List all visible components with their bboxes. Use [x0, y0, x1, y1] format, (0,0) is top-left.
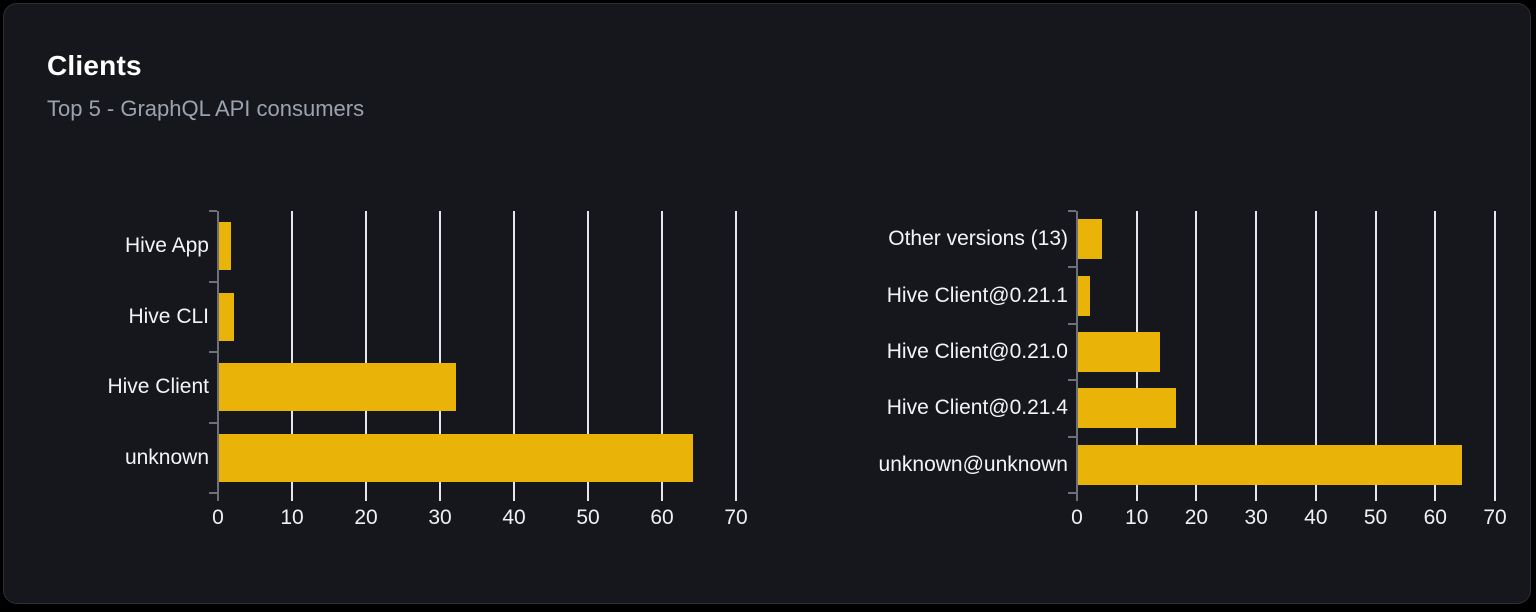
category-label: Hive CLI — [128, 304, 209, 328]
grid-line — [1195, 211, 1198, 493]
x-axis-tick — [1314, 493, 1317, 501]
x-axis-tick — [661, 493, 663, 501]
y-axis-line — [1076, 211, 1078, 501]
y-axis-tick — [1068, 266, 1076, 269]
grid-line — [1314, 211, 1317, 493]
category-label: Hive Client@0.21.0 — [886, 340, 1068, 363]
category-label: unknown — [124, 445, 209, 469]
bar[interactable] — [1078, 444, 1462, 485]
x-axis-tick — [439, 493, 441, 501]
plot-area — [218, 211, 737, 493]
x-axis-tick — [587, 493, 589, 501]
x-tick-label: 20 — [1184, 506, 1209, 529]
bar[interactable] — [219, 292, 234, 341]
x-axis-tick — [735, 493, 737, 501]
x-axis-tick — [1494, 493, 1496, 501]
x-axis-tick — [1195, 493, 1198, 501]
x-axis-tick — [1255, 493, 1258, 501]
y-axis-tick — [1068, 322, 1076, 325]
x-tick-label: 10 — [1125, 506, 1149, 529]
x-tick-label: 40 — [1304, 506, 1328, 529]
x-tick-label: 50 — [576, 506, 600, 529]
y-axis-tick — [1068, 492, 1076, 494]
x-tick-label: 40 — [502, 506, 526, 529]
bar[interactable] — [219, 363, 456, 412]
category-label: Hive Client@0.21.4 — [886, 396, 1068, 420]
x-axis-tick — [291, 493, 293, 501]
x-axis-tick — [1135, 493, 1138, 501]
y-axis-tick — [1068, 435, 1076, 438]
clients-panel: Clients Top 5 - GraphQL API consumers 0 1… — [3, 3, 1531, 604]
category-label: unknown@unknown — [878, 452, 1068, 476]
category-label: Hive Client — [107, 375, 209, 399]
grid-line — [513, 211, 515, 493]
grid-line — [661, 211, 663, 493]
grid-line — [1434, 211, 1437, 493]
x-tick-label: 60 — [650, 506, 674, 529]
y-axis-tick — [1068, 379, 1076, 382]
bar[interactable] — [1078, 219, 1102, 260]
category-label: Other versions (13) — [888, 227, 1068, 251]
top-clients-chart: 0 10 20 30 40 50 60 70 Hive App Hive CLI Hive Clie… — [4, 4, 1530, 603]
x-tick-label: 60 — [1423, 506, 1447, 529]
bar[interactable] — [1078, 332, 1161, 372]
grid-line — [1374, 211, 1377, 493]
bar[interactable] — [219, 222, 231, 271]
x-tick-label: 0 — [212, 506, 224, 529]
panel-title: Clients — [47, 50, 142, 81]
grid-line — [1494, 211, 1496, 493]
x-tick-label: 0 — [1071, 506, 1083, 529]
y-axis-tick — [209, 210, 217, 212]
x-axis-tick — [513, 493, 515, 501]
bar[interactable] — [219, 433, 693, 482]
x-axis-tick — [365, 493, 367, 501]
grid-line — [365, 211, 367, 493]
bar[interactable] — [1078, 275, 1090, 316]
y-axis-tick — [209, 421, 217, 424]
category-label: Hive Client@0.21.1 — [886, 283, 1068, 307]
y-axis-tick — [209, 492, 217, 494]
y-axis-line — [217, 211, 219, 501]
panel-subtitle: Top 5 - GraphQL API consumers — [47, 96, 365, 121]
x-axis-tick — [1374, 493, 1377, 501]
x-tick-label: 10 — [280, 506, 304, 529]
y-axis-tick — [209, 351, 217, 353]
grid-line — [1255, 211, 1258, 493]
grid-line — [735, 211, 737, 493]
bar[interactable] — [1078, 388, 1176, 429]
x-axis-tick — [1434, 493, 1437, 501]
x-tick-label: 30 — [1244, 506, 1268, 529]
grid-line — [291, 211, 293, 493]
y-axis-tick — [1068, 210, 1076, 212]
x-tick-label: 20 — [354, 506, 378, 529]
x-tick-label: 70 — [1483, 506, 1507, 529]
x-tick-label: 50 — [1363, 506, 1388, 529]
x-tick-label: 30 — [428, 506, 452, 529]
category-label: Hive App — [124, 234, 209, 258]
x-tick-label: 70 — [724, 506, 748, 529]
grid-line — [587, 211, 589, 493]
grid-line — [439, 211, 441, 493]
client-versions-chart: 0 10 20 30 40 50 60 70 Other versions (13) Hive C… — [4, 4, 1530, 603]
y-axis-tick — [209, 280, 217, 283]
